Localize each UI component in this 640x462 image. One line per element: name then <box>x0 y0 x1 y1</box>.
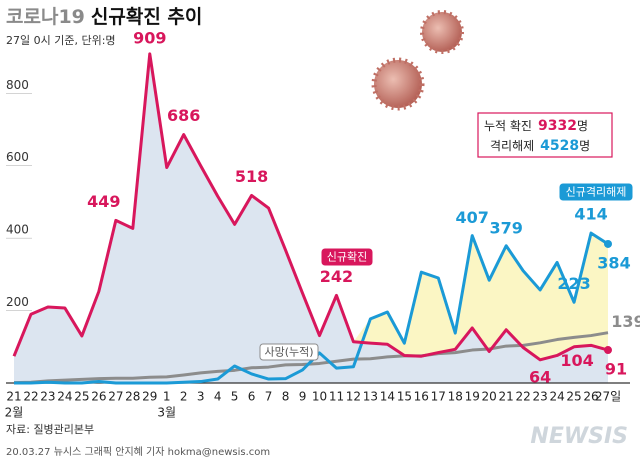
data-label: 909 <box>133 28 166 47</box>
y-tick-label: 200 <box>6 295 29 309</box>
data-label: 384 <box>597 253 630 272</box>
chart-title: 코로나19 신규확진 추이 <box>6 5 202 28</box>
legend-box <box>321 248 373 266</box>
x-tick-label: 21 <box>6 390 21 404</box>
series-line <box>14 231 609 385</box>
summary-label: 누적 확진 <box>484 119 532 133</box>
summary-unit: 명 <box>577 119 588 133</box>
x-tick-label: 25 <box>74 390 89 404</box>
title-part: 신규확진 추이 <box>91 5 203 28</box>
data-label: 139 <box>611 312 640 331</box>
x-tick-label: 23 <box>532 390 547 404</box>
summary-value: 9332 <box>538 118 577 134</box>
subtitle: 27일 0시 기준, 단위:명 <box>6 33 116 47</box>
series-line <box>12 52 609 362</box>
x-tick-label: 20 <box>482 390 497 404</box>
data-label: 407 <box>456 208 489 227</box>
x-tick-label: 17 <box>431 390 446 404</box>
legend-label: 신규격리해제 <box>566 185 627 199</box>
x-tick-label: 24 <box>57 390 72 404</box>
x-tick-label: 22 <box>516 390 531 404</box>
x-tick-label: 7 <box>265 390 273 404</box>
legend-box <box>259 343 319 361</box>
summary-label: 격리해제 <box>490 139 534 153</box>
data-label: 242 <box>320 267 353 286</box>
data-label: 449 <box>87 192 120 211</box>
x-tick-label: 1 <box>163 390 171 404</box>
x-tick-label: 21 <box>499 390 514 404</box>
month-label: 2월 <box>5 406 24 420</box>
summary-box <box>477 112 613 158</box>
summary-value: 4528 <box>540 138 579 154</box>
x-tick-label: 4 <box>214 390 222 404</box>
y-tick-label: 800 <box>6 78 29 92</box>
x-tick-label: 27 <box>108 390 123 404</box>
area-fill <box>353 233 608 360</box>
x-tick-label: 16 <box>414 390 429 404</box>
decoration <box>371 10 464 111</box>
x-tick-label: 14 <box>380 390 395 404</box>
series-line <box>13 331 609 385</box>
data-label: 91 <box>605 360 627 379</box>
x-tick-label: 28 <box>125 390 140 404</box>
x-tick-label: 26 <box>91 390 106 404</box>
summary-line: 누적 확진 9332명 <box>484 118 588 134</box>
data-label: 223 <box>557 274 590 293</box>
x-tick-label: 18 <box>448 390 463 404</box>
month-label: 3월 <box>157 406 176 420</box>
x-tick-label: 26 <box>583 390 598 404</box>
x-tick-label: 10 <box>312 390 327 404</box>
legend-label: 사망(누적) <box>264 346 313 359</box>
x-tick-label: 5 <box>231 390 239 404</box>
y-tick-label: 600 <box>6 150 29 164</box>
area-fill <box>14 53 608 384</box>
legend-box <box>559 183 633 201</box>
summary-line: 격리해제 4528명 <box>490 138 590 154</box>
x-tick-label: 8 <box>282 390 290 404</box>
data-label: 64 <box>529 367 551 386</box>
x-tick-label: 25 <box>566 390 581 404</box>
y-tick-label: 400 <box>6 223 29 237</box>
footer: 20.03.27 뉴시스 그래픽 안지혜 기자 hokma@newsis.com <box>6 446 270 458</box>
x-tick-label: 27일 <box>595 390 621 404</box>
x-tick-label: 24 <box>549 390 564 404</box>
title-part: 코로나19 <box>6 6 85 28</box>
x-tick-label: 3 <box>197 390 205 404</box>
source: 자료: 질병관리본부 <box>6 423 94 436</box>
x-tick-label: 15 <box>397 390 412 404</box>
x-tick-label: 22 <box>23 390 38 404</box>
x-tick-label: 2 <box>180 390 188 404</box>
x-tick-label: 9 <box>299 390 307 404</box>
data-label: 518 <box>235 167 268 186</box>
data-label: 104 <box>560 351 593 370</box>
x-tick-label: 12 <box>346 390 361 404</box>
x-tick-label: 6 <box>248 390 256 404</box>
data-label: 414 <box>574 205 607 224</box>
legend-label: 신규확진 <box>327 251 367 264</box>
data-label: 686 <box>167 106 200 125</box>
x-tick-label: 19 <box>465 390 480 404</box>
x-tick-label: 11 <box>329 390 344 404</box>
x-tick-label: 29 <box>142 390 157 404</box>
logo: NEWSIS <box>530 424 628 449</box>
end-marker <box>604 239 612 248</box>
end-marker <box>604 346 612 355</box>
x-tick-label: 13 <box>363 390 378 404</box>
data-label: 379 <box>489 218 522 237</box>
summary-unit: 명 <box>579 139 590 153</box>
x-tick-label: 23 <box>40 390 55 404</box>
